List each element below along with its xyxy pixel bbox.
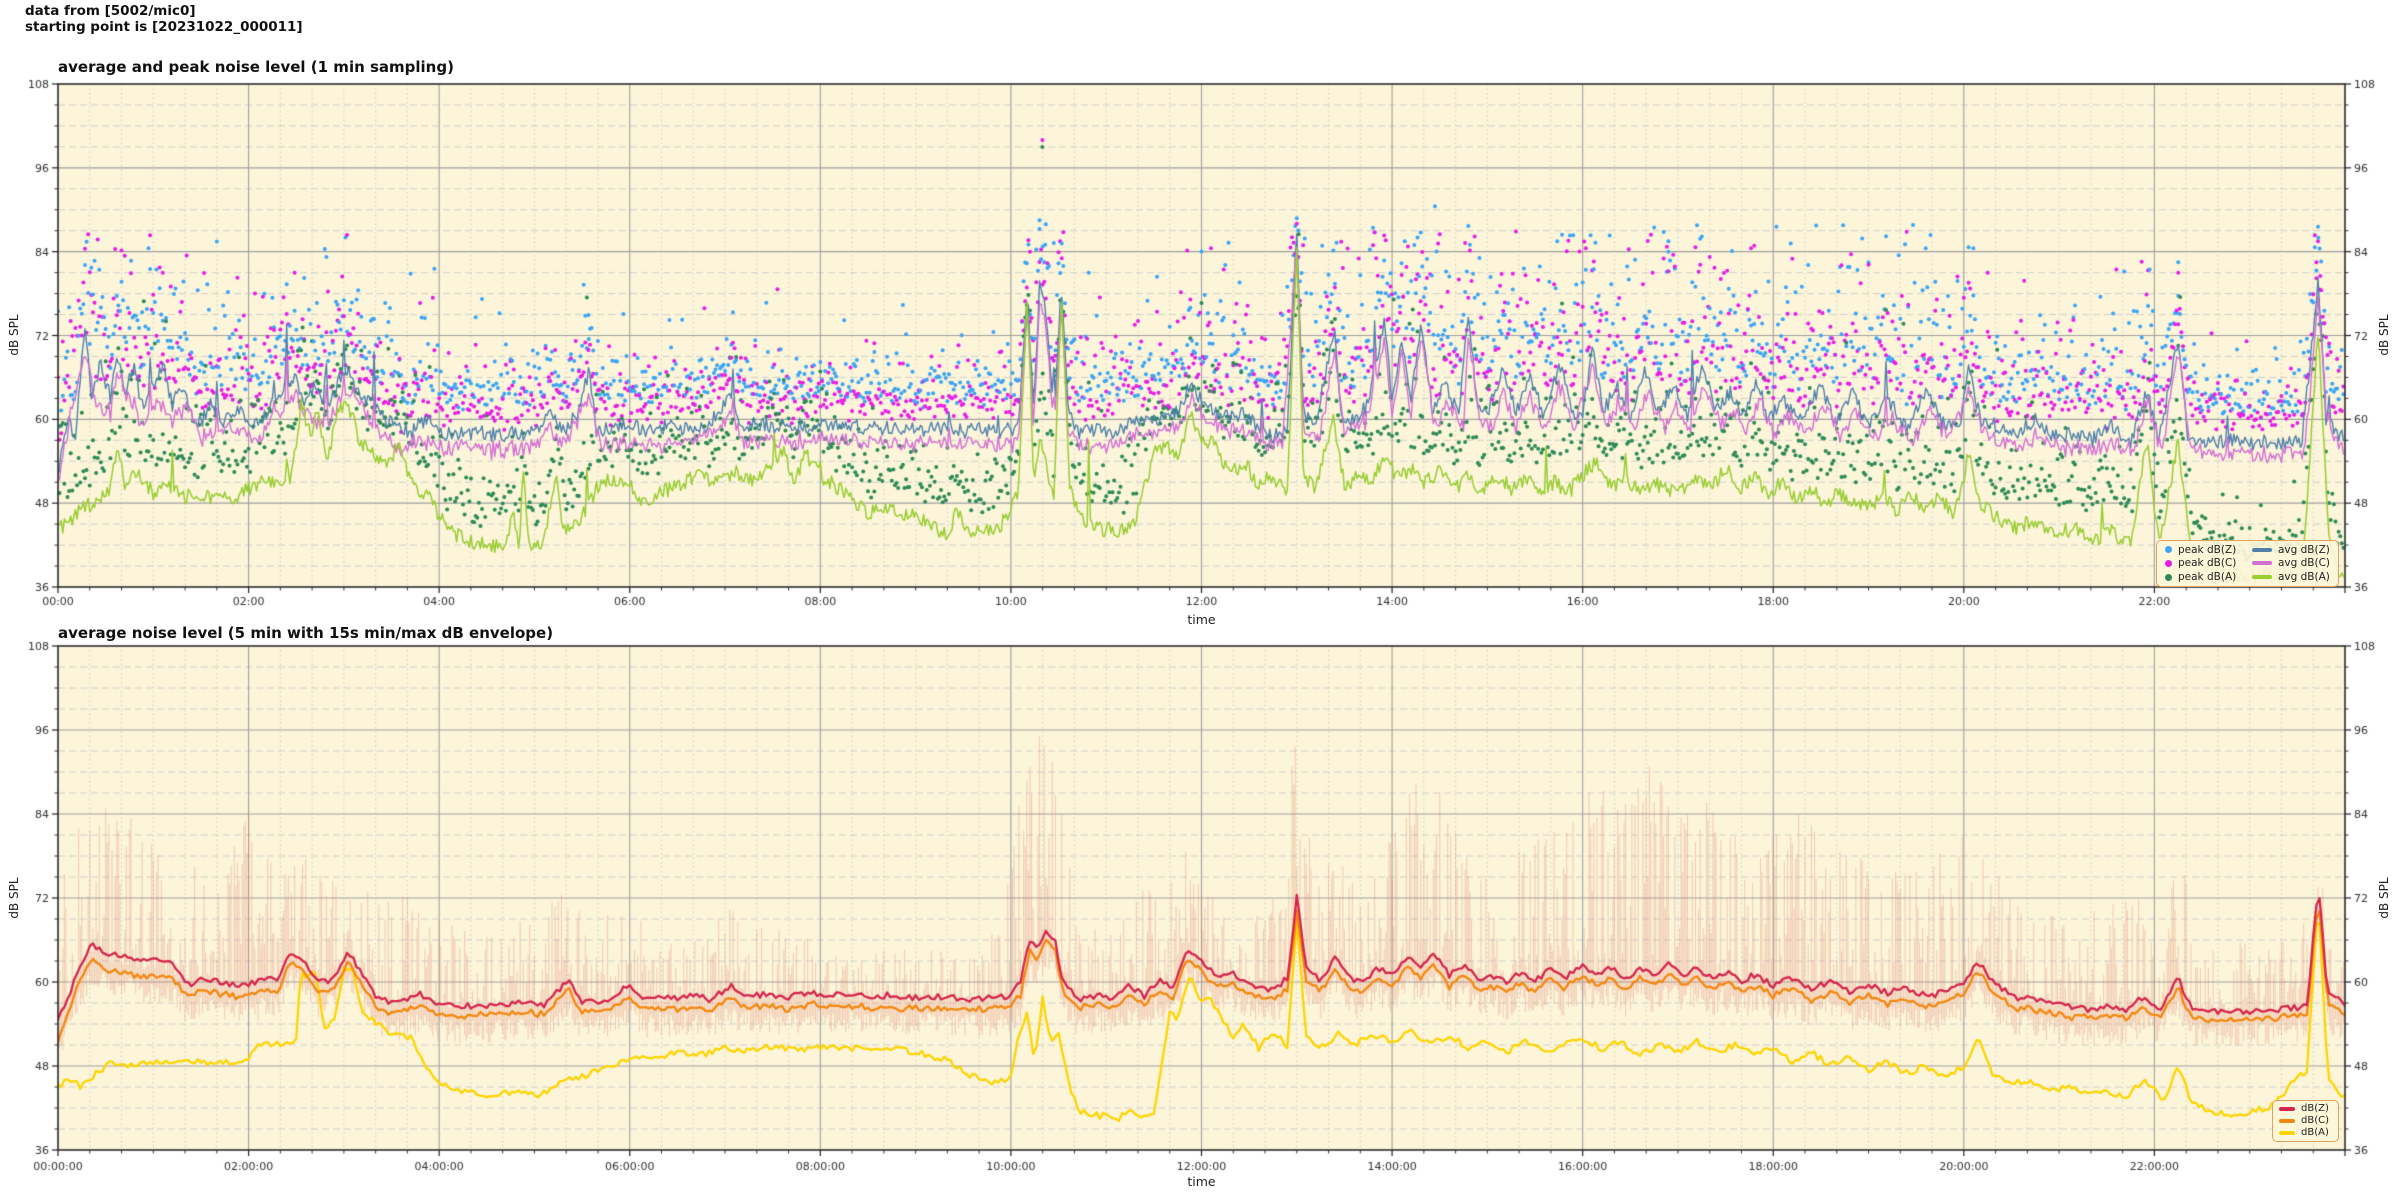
- legend-item-dbz: dB(Z): [2279, 1103, 2332, 1115]
- avg-dbz-marker-icon: [2251, 547, 2272, 552]
- avg-dba-marker-icon: [2251, 575, 2272, 580]
- peak-dbc-marker-icon: [2165, 559, 2172, 567]
- legend-item-dbc: dB(C): [2279, 1115, 2332, 1127]
- header: data from [5002/mic0] starting point is …: [25, 3, 303, 35]
- legend-item-avg-dbc: avg dB(C): [2251, 557, 2330, 570]
- chart1-legend: peak dB(Z) avg dB(Z) peak dB(C) avg dB(C…: [2156, 540, 2339, 587]
- legend-label: peak dB(Z): [2178, 543, 2237, 556]
- chart2-yaxis-label-left: dB SPL: [7, 877, 21, 919]
- peak-dba-marker-icon: [2165, 573, 2172, 581]
- legend-item-dba: dB(A): [2279, 1127, 2332, 1139]
- chart2-xaxis-label: time: [1187, 1174, 1216, 1189]
- legend-item-peak-dbc: peak dB(C): [2165, 557, 2240, 569]
- dba-marker-icon: [2279, 1131, 2295, 1135]
- legend-label: dB(A): [2301, 1127, 2329, 1138]
- legend-item-peak-dbz: peak dB(Z): [2165, 544, 2240, 556]
- chart1-title: average and peak noise level (1 min samp…: [58, 58, 454, 76]
- legend-label: avg dB(C): [2277, 557, 2330, 570]
- header-data-source: data from [5002/mic0]: [25, 3, 196, 19]
- legend-label: avg dB(Z): [2277, 543, 2330, 556]
- legend-label: peak dB(A): [2178, 571, 2237, 584]
- dbc-marker-icon: [2279, 1119, 2295, 1123]
- chart2-legend: dB(Z) dB(C) dB(A): [2272, 1100, 2339, 1142]
- header-starting-point: starting point is [20231022_000011]: [25, 19, 303, 35]
- chart1-xaxis-label: time: [1187, 612, 1216, 627]
- legend-item-avg-dba: avg dB(A): [2251, 571, 2330, 584]
- dbz-marker-icon: [2279, 1107, 2295, 1111]
- avg-dbc-marker-icon: [2251, 561, 2272, 566]
- chart2-title: average noise level (5 min with 15s min/…: [58, 624, 554, 642]
- legend-label: dB(Z): [2301, 1103, 2329, 1114]
- legend-label: dB(C): [2301, 1115, 2329, 1126]
- chart1-yaxis-label-left: dB SPL: [7, 314, 21, 356]
- peak-dbz-marker-icon: [2165, 546, 2172, 554]
- legend-label: avg dB(A): [2277, 571, 2330, 584]
- legend-item-peak-dba: peak dB(A): [2165, 571, 2240, 583]
- chart1-yaxis-label-right: dB SPL: [2377, 314, 2391, 356]
- legend-label: peak dB(C): [2178, 557, 2237, 570]
- legend-item-avg-dbz: avg dB(Z): [2251, 543, 2330, 556]
- chart2-yaxis-label-right: dB SPL: [2377, 877, 2391, 919]
